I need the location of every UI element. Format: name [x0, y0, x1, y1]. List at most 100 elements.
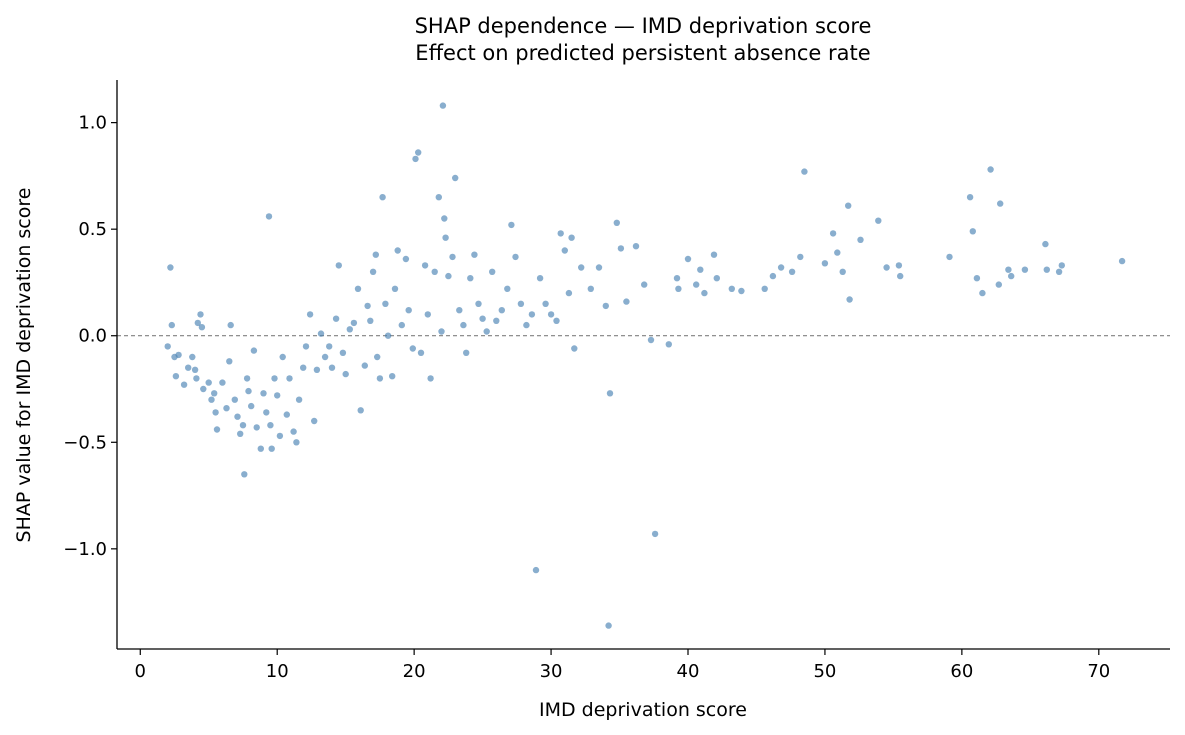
scatter-point	[219, 379, 226, 386]
scatter-point	[405, 307, 412, 314]
scatter-point	[180, 381, 188, 388]
scatter-point	[260, 390, 267, 397]
scatter-point	[617, 245, 625, 252]
scatter-point	[328, 364, 336, 371]
scatter-point	[857, 236, 864, 243]
scatter-point	[350, 319, 358, 327]
scatter-point	[276, 432, 284, 440]
scatter-point	[379, 194, 386, 201]
scatter-point	[300, 364, 307, 371]
scatter-point	[268, 445, 275, 452]
scatter-point	[829, 230, 837, 237]
scatter-point	[283, 411, 290, 418]
scatter-point	[979, 289, 986, 297]
scatter-point	[536, 275, 544, 282]
scatter-point	[435, 194, 442, 201]
scatter-point	[438, 328, 445, 335]
scatter-point	[409, 345, 416, 352]
scatter-point	[557, 230, 564, 237]
scatter-point	[517, 300, 525, 307]
scatter-point	[339, 349, 347, 356]
scatter-point	[257, 445, 264, 452]
scatter-point	[427, 375, 434, 382]
scatter-point	[498, 307, 505, 314]
scatter-point	[1021, 266, 1029, 273]
scatter-point	[587, 285, 594, 292]
scatter-point	[463, 349, 470, 356]
scatter-point	[801, 168, 808, 175]
scatter-point	[346, 326, 353, 333]
scatter-point	[168, 321, 175, 329]
scatter-point	[456, 307, 463, 314]
scatter-point	[897, 272, 904, 280]
y-axis-label: SHAP value for IMD deprivation score	[13, 188, 35, 543]
scatter-point	[875, 217, 882, 224]
scatter-point	[973, 275, 981, 282]
scatter-point	[234, 413, 241, 420]
x-tick-label: 70	[1087, 661, 1110, 682]
scatter-point	[701, 289, 708, 297]
scatter-point	[241, 471, 248, 478]
scatter-point	[185, 364, 192, 371]
scatter-point	[578, 264, 585, 271]
scatter-point	[364, 302, 371, 310]
scatter-point	[402, 255, 410, 263]
scatter-point	[834, 249, 841, 256]
scatter-point	[769, 272, 777, 280]
scatter-point	[547, 311, 555, 318]
x-axis-ticks: 0 10 20 30 40 50 60 70	[135, 649, 1110, 682]
scatter-point	[286, 375, 293, 382]
scatter-point	[382, 300, 389, 307]
y-axis-ticks: −1.0 −0.5 0.0 0.5 1.0	[63, 113, 117, 560]
scatter-point	[693, 281, 700, 288]
scatter-point	[211, 390, 218, 397]
scatter-point	[313, 366, 321, 373]
scatter-point	[647, 336, 655, 344]
scatter-point	[398, 321, 405, 329]
scatter-point	[354, 285, 362, 292]
scatter-point	[710, 251, 718, 258]
scatter-point	[194, 319, 201, 327]
scatter-point	[226, 358, 233, 365]
scatter-point	[651, 530, 659, 538]
y-tick-label: −1.0	[63, 539, 107, 560]
scatter-point	[532, 566, 540, 574]
scatter-point	[197, 311, 204, 318]
scatter-point	[542, 300, 549, 307]
scatter-point	[839, 268, 846, 275]
x-tick-label: 0	[135, 661, 146, 682]
y-tick-label: 0.0	[78, 326, 107, 347]
scatter-point	[475, 300, 482, 307]
scatter-point	[191, 366, 199, 373]
scatter-point	[245, 387, 252, 395]
scatter-point	[376, 375, 384, 382]
scatter-point	[673, 275, 681, 282]
scatter-point	[164, 343, 171, 350]
scatter-point	[332, 315, 340, 322]
scatter-point	[553, 317, 560, 324]
scatter-point	[415, 149, 422, 156]
scatter-point	[568, 234, 575, 241]
scatter-point	[1005, 266, 1012, 273]
scatter-point	[237, 430, 244, 437]
scatter-point	[493, 317, 500, 324]
scatter-point	[265, 213, 273, 220]
scatter-point	[449, 253, 456, 261]
scatter-point	[623, 298, 630, 305]
scatter-point	[561, 247, 568, 254]
chart-title: SHAP dependence — IMD deprivation score	[415, 14, 872, 38]
scatter-point	[213, 426, 221, 433]
scatter-point	[263, 409, 270, 416]
scatter-point	[421, 262, 429, 269]
scatter-point	[504, 285, 511, 292]
scatter-point	[431, 268, 438, 275]
scatter-point	[295, 396, 303, 403]
x-tick-label: 10	[266, 661, 289, 682]
scatter-point	[995, 281, 1002, 288]
scatter-point	[969, 228, 976, 235]
scatter-point	[441, 215, 448, 222]
scatter-point	[223, 405, 230, 412]
y-tick-label: −0.5	[63, 432, 107, 453]
scatter-point	[175, 351, 182, 359]
